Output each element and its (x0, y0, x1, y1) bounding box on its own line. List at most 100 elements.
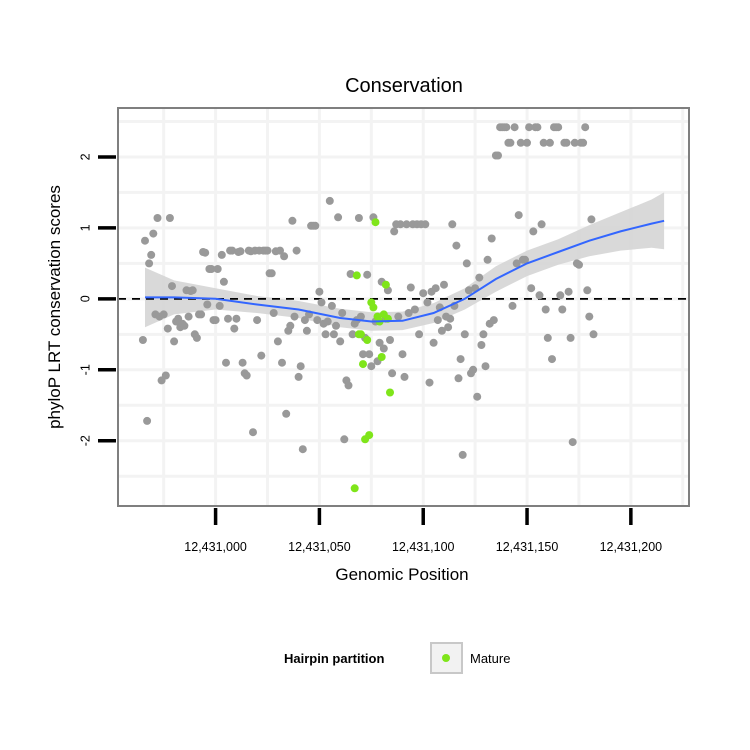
data-point (523, 138, 531, 147)
data-point (149, 229, 158, 238)
data-point (448, 220, 457, 229)
data-point (263, 246, 272, 255)
data-point (541, 305, 550, 314)
y-tick-label: 1 (78, 224, 92, 231)
y-tick-label: 2 (78, 153, 92, 160)
x-tick-label: 12,431,150 (496, 540, 559, 554)
data-point (334, 213, 343, 222)
x-tick-label: 12,431,050 (288, 540, 351, 554)
data-point (163, 324, 172, 333)
data-point (508, 301, 517, 310)
data-point (379, 344, 388, 353)
mature-data-point (363, 336, 372, 344)
data-point (321, 330, 330, 339)
data-point (325, 196, 334, 205)
data-point (431, 284, 440, 293)
data-point (483, 255, 492, 264)
data-point (249, 428, 257, 437)
data-point (386, 336, 394, 344)
data-point (222, 358, 230, 367)
data-point (213, 265, 222, 273)
mature-data-point (386, 388, 394, 397)
data-point (583, 286, 592, 295)
data-point (425, 378, 434, 387)
data-point (298, 445, 307, 454)
data-point (147, 250, 156, 259)
data-point (402, 220, 411, 229)
panel-border (117, 107, 690, 507)
mature-data-point (352, 271, 361, 280)
data-point (479, 330, 488, 339)
data-point (400, 372, 409, 381)
x-axis-ticks: 12,431,000 12,431,050 12,431,100 12,431,150… (184, 508, 662, 554)
data-point (292, 246, 301, 255)
data-point (444, 323, 453, 332)
data-point (481, 362, 490, 371)
data-point (232, 314, 241, 323)
data-point (317, 298, 326, 307)
data-point (579, 138, 588, 147)
data-point (267, 269, 276, 278)
data-point (585, 312, 594, 321)
data-point (170, 337, 179, 346)
data-point (510, 123, 519, 132)
data-point (525, 123, 534, 132)
data-point (452, 241, 461, 250)
data-point (494, 151, 502, 160)
grid-lines (118, 108, 689, 506)
data-point (575, 260, 583, 269)
y-tick-label: -1 (78, 364, 92, 375)
data-point (344, 381, 353, 390)
data-point (568, 438, 577, 447)
data-point (487, 234, 496, 243)
data-point (473, 392, 482, 401)
data-point (454, 374, 463, 383)
data-point (365, 350, 374, 359)
data-point (421, 220, 430, 229)
data-point (280, 252, 289, 261)
data-point (475, 273, 484, 282)
data-point (288, 216, 297, 225)
data-point (521, 255, 529, 264)
data-point (394, 312, 403, 321)
data-point (336, 337, 345, 346)
data-point (477, 341, 486, 349)
data-point (429, 338, 438, 347)
data-point (180, 321, 189, 330)
data-point (460, 330, 469, 339)
data-point (278, 358, 286, 367)
data-point (153, 214, 162, 222)
data-point (433, 316, 442, 325)
data-point (286, 321, 295, 330)
data-point (315, 287, 324, 296)
data-point (404, 309, 413, 317)
y-tick-label: 0 (78, 295, 92, 302)
data-point (296, 362, 305, 371)
data-point (554, 123, 563, 132)
mature-data-point (381, 280, 390, 289)
mature-data-point (365, 431, 374, 440)
data-point (581, 123, 590, 132)
mature-data-point (356, 330, 365, 339)
data-point (564, 287, 573, 296)
data-point (313, 316, 322, 325)
data-point (589, 330, 598, 339)
confidence-band (145, 192, 665, 331)
data-point (506, 138, 515, 147)
data-point (545, 138, 554, 147)
smooth-fit (145, 219, 665, 323)
data-point (201, 248, 210, 257)
data-point (329, 330, 338, 339)
data-point (388, 369, 397, 378)
legend: Hairpin partition Mature (284, 642, 510, 674)
data-point (269, 309, 278, 317)
mature-data-point (371, 218, 380, 227)
data-point (238, 358, 247, 367)
data-point (294, 372, 303, 381)
data-point (558, 305, 567, 314)
data-point (437, 326, 446, 335)
data-point (543, 333, 552, 342)
data-point (219, 277, 228, 286)
data-point (458, 450, 467, 459)
